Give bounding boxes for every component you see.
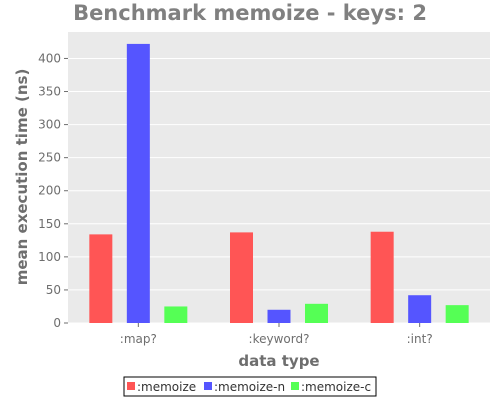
bar (267, 309, 291, 323)
bar (126, 43, 150, 324)
bar (370, 231, 394, 323)
legend-swatch (204, 382, 212, 390)
legend-label: :memoize (137, 380, 196, 394)
x-tick-label: :keyword? (249, 332, 310, 346)
legend-swatch (291, 382, 299, 390)
bar (230, 232, 253, 323)
y-tick-label: 150 (38, 217, 61, 231)
bar (305, 303, 328, 323)
bars (89, 43, 469, 324)
x-axis-ticks: :map? :keyword? :int? (120, 323, 433, 346)
y-tick-label: 250 (38, 151, 61, 165)
y-tick-label: 100 (38, 250, 61, 264)
bar (89, 234, 113, 323)
legend-swatch (127, 382, 135, 390)
y-tick-label: 200 (38, 184, 61, 198)
x-axis-label: data type (238, 352, 319, 370)
legend-box (123, 376, 377, 397)
legend-label: :memoize-c (301, 380, 371, 394)
bar (408, 295, 432, 323)
x-tick-label: :map? (120, 332, 157, 346)
chart-title: Benchmark memoize - keys: 2 (73, 1, 427, 25)
legend-label: :memoize-n (214, 380, 285, 394)
x-tick-label: :int? (407, 332, 433, 346)
y-tick-label: 300 (38, 118, 61, 132)
y-axis-label: mean execution time (ns) (13, 69, 31, 286)
y-axis-ticks: 0 50 100 150 200 250 300 350 400 (38, 51, 68, 330)
y-tick-label: 0 (53, 316, 61, 330)
bar (445, 305, 469, 323)
bar (164, 306, 188, 323)
y-tick-label: 350 (38, 85, 61, 99)
y-tick-label: 50 (46, 283, 61, 297)
y-tick-label: 400 (38, 51, 61, 65)
legend: :memoize :memoize-n :memoize-c (123, 376, 377, 397)
